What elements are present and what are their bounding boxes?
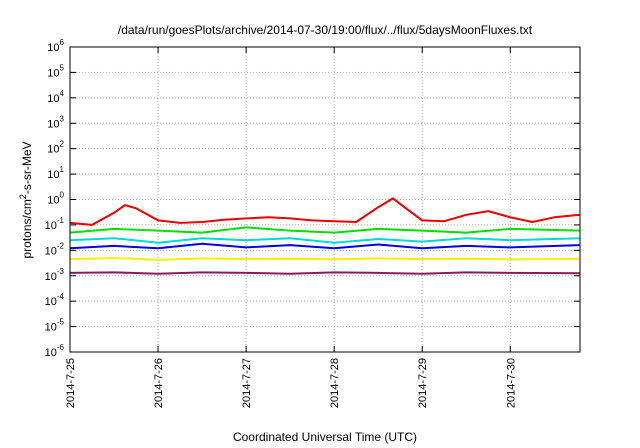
y-axis-label-base: protons/cm (20, 199, 34, 258)
y-tick-exp: -4 (57, 292, 65, 301)
series-line-5 (69, 257, 581, 261)
y-tick-base: 10 (47, 42, 59, 54)
x-tick-label: 2014-7-29 (417, 358, 429, 408)
y-tick-label: 100 (47, 191, 64, 207)
x-tick-label: 2014-7-25 (65, 358, 77, 408)
y-tick-exp: 5 (60, 63, 65, 72)
y-tick-exp: 1 (60, 165, 65, 174)
y-tick-exp: 2 (60, 140, 65, 149)
y-tick-base: 10 (47, 169, 59, 181)
y-tick-exp: -3 (57, 267, 65, 276)
y-tick-label: 10-2 (45, 241, 65, 257)
y-tick-base: 10 (47, 67, 59, 79)
x-axis-label: Coordinated Universal Time (UTC) (233, 430, 417, 444)
y-tick-base: 10 (47, 118, 59, 130)
y-tick-label: 10-6 (45, 343, 65, 359)
y-tick-base: 10 (45, 271, 57, 283)
y-tick-exp: 6 (60, 38, 65, 47)
series-line-3 (69, 237, 581, 244)
series-line-1 (69, 197, 581, 226)
x-tick-label: 2014-7-26 (153, 358, 165, 408)
series-line-4 (69, 242, 581, 250)
x-tick-label: 2014-7-30 (505, 358, 517, 408)
y-tick-base: 10 (45, 347, 57, 359)
y-tick-label: 10-5 (45, 318, 65, 334)
series-layer (69, 197, 581, 275)
y-tick-base: 10 (45, 220, 57, 232)
y-tick-exp: -6 (57, 343, 65, 352)
y-tick-label: 10-4 (45, 292, 65, 308)
x-axis: 2014-7-25 2014-7-26 2014-7-27 2014-7-28 2014… (65, 47, 517, 408)
y-tick-label: 10-3 (45, 267, 65, 283)
y-axis: 10610510410310210110010-110-210-310-410-… (45, 38, 580, 359)
chart-title: /data/run/goesPlots/archive/2014-07-30/1… (118, 23, 533, 37)
y-tick-exp: -2 (57, 241, 65, 250)
y-tick-exp: 3 (60, 114, 65, 123)
y-tick-label: 10-1 (45, 216, 65, 232)
y-tick-base: 10 (45, 322, 57, 334)
y-axis-label: protons/cm2-s-sr-MeV (18, 141, 34, 258)
grid (70, 47, 580, 352)
y-tick-exp: -5 (57, 318, 65, 327)
y-tick-base: 10 (47, 144, 59, 156)
y-tick-label: 104 (47, 89, 64, 105)
x-tick-label: 2014-7-28 (329, 358, 341, 408)
y-axis-label-sup: 2 (18, 194, 28, 199)
y-tick-label: 102 (47, 140, 64, 156)
y-tick-base: 10 (47, 93, 59, 105)
x-tick-label: 2014-7-27 (241, 358, 253, 408)
y-tick-base: 10 (45, 245, 57, 257)
y-tick-base: 10 (45, 296, 57, 308)
series-line-6 (69, 271, 581, 275)
y-tick-base: 10 (47, 195, 59, 207)
y-tick-label: 105 (47, 63, 64, 79)
y-tick-exp: 0 (60, 191, 65, 200)
y-tick-label: 103 (47, 114, 64, 130)
y-axis-label-rest: -s-sr-MeV (20, 141, 34, 194)
y-tick-exp: -1 (57, 216, 65, 225)
series-line-2 (69, 226, 581, 234)
y-tick-label: 101 (47, 165, 64, 181)
y-tick-exp: 4 (60, 89, 65, 98)
y-tick-label: 106 (47, 38, 64, 54)
